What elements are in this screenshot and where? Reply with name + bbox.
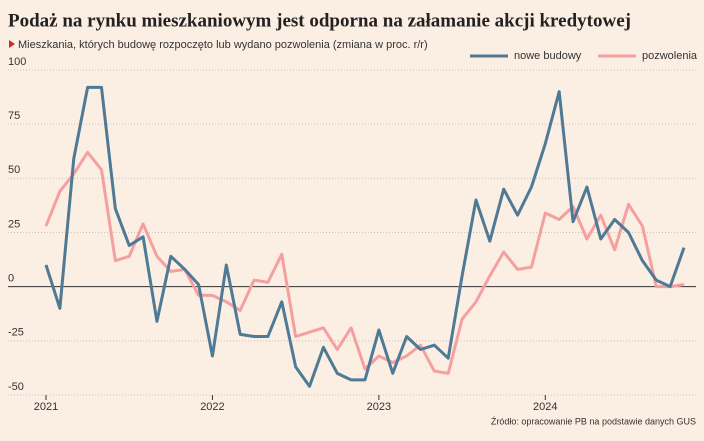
chart-title: Podaż na rynku mieszkaniowym jest odporn…: [8, 10, 631, 31]
y-tick-label: 100: [8, 56, 26, 68]
y-tick-label: 50: [8, 164, 20, 176]
chart-subtitle: Mieszkania, których budowę rozpoczęto lu…: [18, 39, 428, 51]
y-tick-label: -25: [8, 327, 24, 339]
x-tick-label: 2024: [533, 401, 557, 413]
y-tick-label: 75: [8, 110, 20, 122]
y-tick-label: 25: [8, 218, 20, 230]
y-tick-label: -50: [8, 381, 24, 393]
legend-label: pozwolenia: [642, 50, 698, 62]
x-tick-label: 2023: [367, 401, 391, 413]
source: Źródło: opracowanie PB na podstawie dany…: [491, 416, 696, 426]
series-line: [44, 85, 686, 388]
series-line: [44, 150, 685, 375]
subtitle-marker: [9, 40, 15, 48]
x-tick-label: 2022: [200, 401, 224, 413]
legend-label: nowe budowy: [514, 50, 582, 62]
y-tick-label: 0: [8, 273, 14, 285]
x-tick-label: 2021: [34, 401, 58, 413]
